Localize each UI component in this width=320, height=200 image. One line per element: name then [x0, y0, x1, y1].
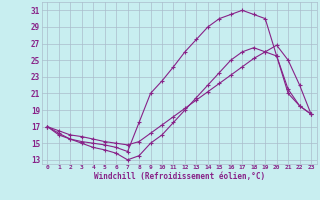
X-axis label: Windchill (Refroidissement éolien,°C): Windchill (Refroidissement éolien,°C) — [94, 172, 265, 181]
